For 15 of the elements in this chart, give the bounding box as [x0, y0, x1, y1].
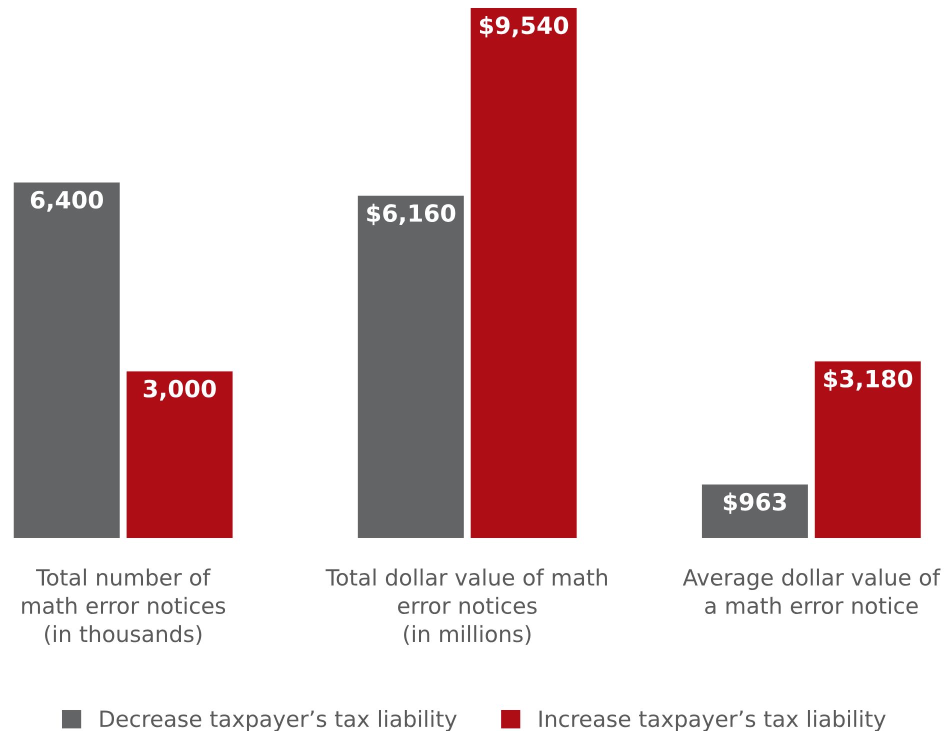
data-label: $3,180	[824, 369, 912, 391]
x-tick-label: Average dollar value of a math error notice	[682, 568, 940, 614]
bar	[126, 371, 233, 538]
data-label: 6,400	[30, 190, 103, 212]
data-label: 3,000	[144, 380, 216, 401]
data-label: $9,540	[480, 16, 568, 38]
bar	[14, 182, 120, 538]
bar	[470, 8, 577, 538]
bar	[358, 196, 464, 538]
bar	[702, 484, 808, 538]
data-label: $963	[724, 492, 786, 514]
data-label: $6,160	[367, 204, 456, 226]
x-tick-label: Total dollar value of math error notices (in millions)	[326, 568, 607, 645]
bar	[814, 361, 921, 538]
x-tick-label: Total number of math error notices (in thousands)	[22, 568, 226, 645]
